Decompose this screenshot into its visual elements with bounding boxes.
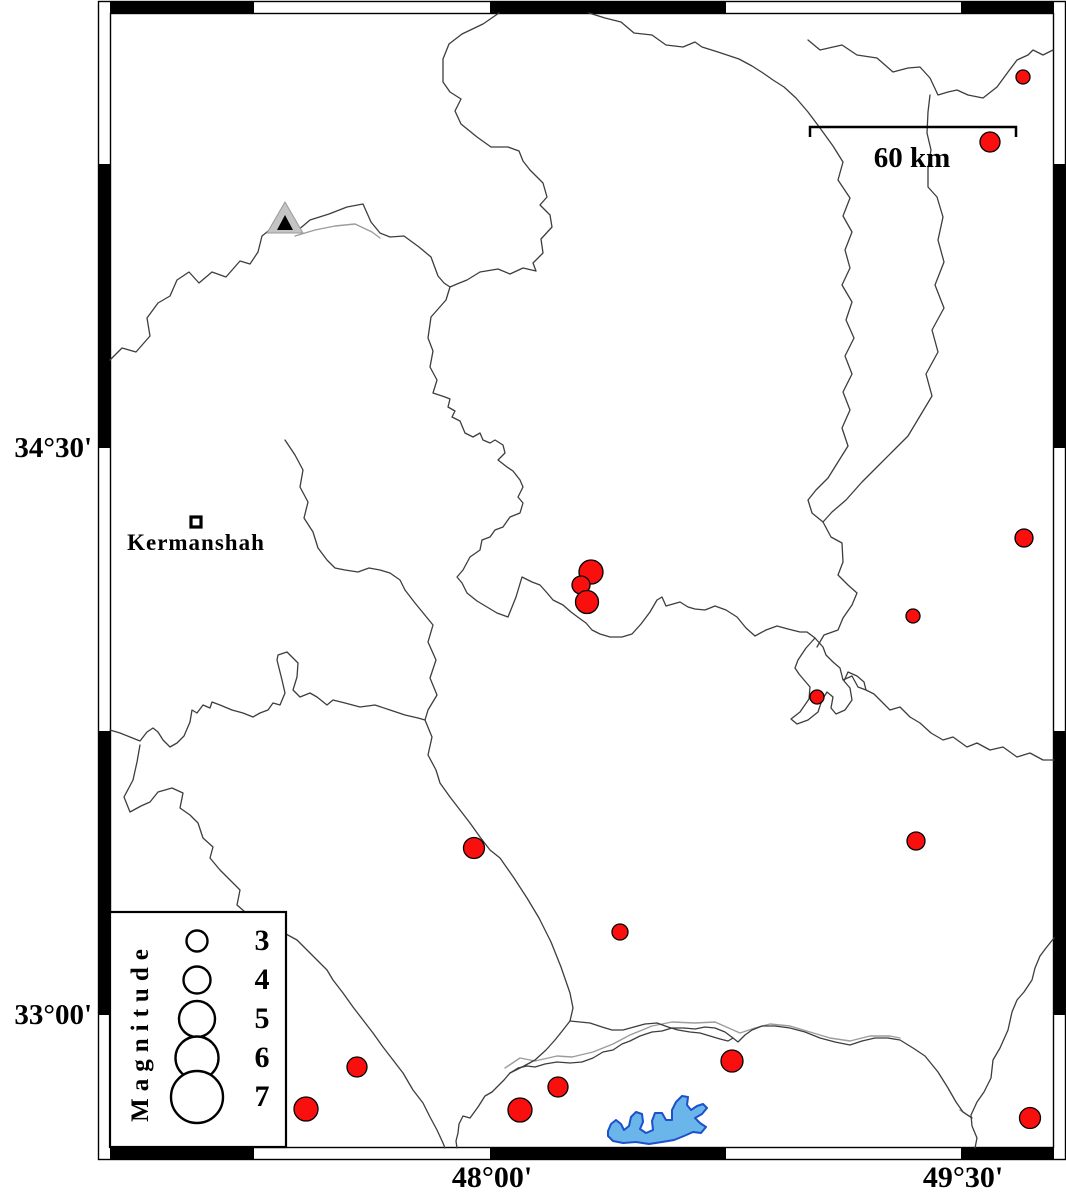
border-nw-through-station bbox=[109, 203, 451, 361]
frame-tick-segment-left-0 bbox=[98, 164, 110, 448]
city-marker-kermanshah bbox=[189, 515, 203, 529]
frame-tick-segment-top-2 bbox=[961, 1, 1054, 13]
axis-label-lon-48-00: 48°00' bbox=[451, 1161, 533, 1194]
legend-mag-7: 7 bbox=[254, 1080, 270, 1113]
earthquake-marker-12 bbox=[547, 1076, 569, 1098]
earthquake-marker-0 bbox=[1015, 69, 1031, 85]
earthquake-marker-11 bbox=[720, 1049, 744, 1073]
frame-tick-segment-bottom-1 bbox=[490, 1148, 726, 1160]
earthquake-marker-5 bbox=[1014, 528, 1034, 548]
earthquake-marker-13 bbox=[507, 1097, 533, 1123]
border-branch-to-bottom bbox=[455, 1072, 511, 1149]
legend-circle-mag-7 bbox=[169, 1069, 225, 1125]
border-north-from-top bbox=[442, 12, 553, 288]
earthquake-marker-14 bbox=[346, 1056, 368, 1078]
earthquake-marker-10 bbox=[611, 923, 629, 941]
border-upper-river-east bbox=[569, 1020, 734, 1042]
earthquake-marker-16 bbox=[1018, 1106, 1042, 1130]
earthquake-marker-4 bbox=[574, 589, 600, 615]
scale-bar bbox=[808, 125, 1018, 137]
axis-label-lat-33-00: 33°00' bbox=[14, 999, 92, 1031]
border-diagonal-southwest bbox=[404, 589, 574, 1074]
legend-circle-mag-4 bbox=[182, 965, 212, 995]
border-central-south-east bbox=[427, 286, 1055, 761]
map-frame-inner bbox=[109, 12, 1055, 1149]
border-right-ns-from-top bbox=[588, 12, 858, 648]
city-label-kermanshah: Kermanshah bbox=[127, 530, 265, 555]
legend-circle-mag-5 bbox=[177, 999, 217, 1039]
legend-mag-6: 6 bbox=[254, 1041, 270, 1074]
earthquake-marker-15 bbox=[293, 1096, 319, 1122]
frame-tick-segment-bottom-0 bbox=[110, 1148, 254, 1160]
border-branch-northeast bbox=[822, 94, 945, 523]
earthquake-marker-1 bbox=[979, 131, 1001, 153]
border-short-ns-west bbox=[284, 439, 406, 591]
river-near-station bbox=[294, 223, 381, 239]
border-west-east-west bbox=[109, 651, 426, 748]
border-topright-east-west bbox=[807, 39, 1054, 99]
frame-tick-segment-top-1 bbox=[490, 1, 726, 13]
border-bottomright-ns bbox=[970, 937, 1055, 1149]
legend-title-magnitude: Magnitude bbox=[127, 942, 154, 1122]
earthquake-marker-9 bbox=[462, 836, 486, 860]
river-south-parallel bbox=[504, 1021, 901, 1069]
earthquake-marker-7 bbox=[809, 689, 825, 705]
earthquake-marker-6 bbox=[905, 608, 921, 624]
legend-circle-mag-3 bbox=[185, 929, 209, 953]
scale-bar-label: 60 km bbox=[873, 142, 951, 174]
axis-label-lat-34-30: 34°30' bbox=[14, 432, 92, 464]
axis-label-lon-49-30: 49°30' bbox=[922, 1161, 1004, 1194]
border-south-coast bbox=[509, 1025, 973, 1119]
legend-mag-3: 3 bbox=[254, 924, 270, 957]
frame-tick-segment-top-0 bbox=[110, 1, 254, 13]
lake-polygon bbox=[607, 1095, 708, 1145]
frame-tick-segment-left-1 bbox=[98, 731, 110, 1015]
legend-mag-4: 4 bbox=[254, 963, 270, 996]
legend-mag-5: 5 bbox=[254, 1002, 270, 1035]
frame-tick-segment-bottom-2 bbox=[961, 1148, 1054, 1160]
frame-tick-segment-right-1 bbox=[1054, 731, 1066, 1015]
earthquake-marker-8 bbox=[906, 831, 926, 851]
frame-tick-segment-right-0 bbox=[1054, 164, 1066, 448]
station-triangle-inner-icon bbox=[277, 215, 293, 230]
